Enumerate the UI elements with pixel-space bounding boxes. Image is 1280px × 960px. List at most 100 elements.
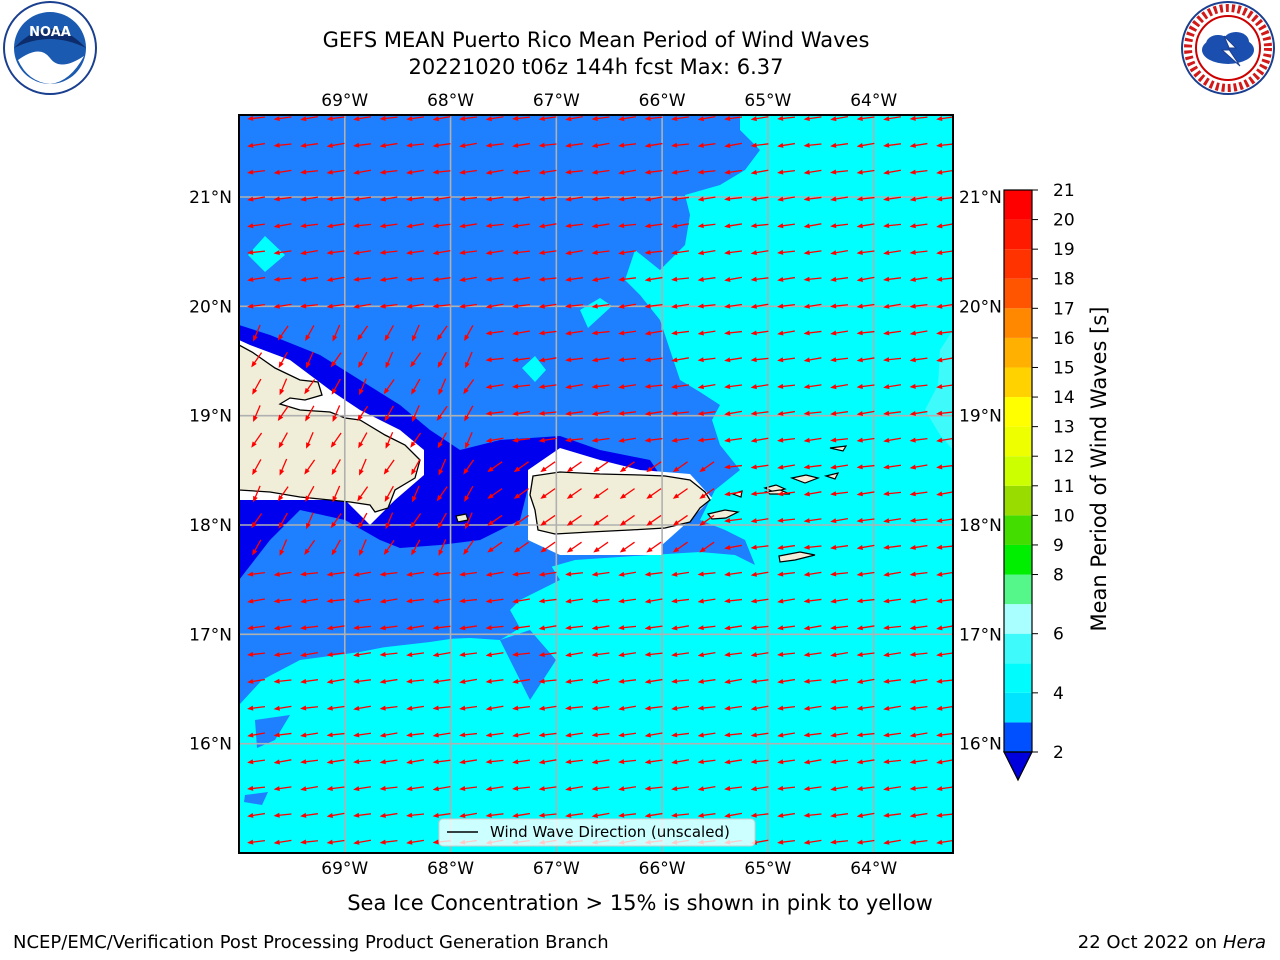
wind-arrow xyxy=(591,437,610,443)
wind-arrow xyxy=(697,115,716,122)
wind-arrow xyxy=(406,678,425,684)
wind-arrow xyxy=(485,571,504,577)
wind-arrow xyxy=(777,357,796,363)
wind-arrow xyxy=(724,169,743,175)
wind-arrow xyxy=(411,539,421,556)
wind-arrow xyxy=(697,142,716,148)
wind-arrow xyxy=(487,541,503,553)
colorbar-swatch xyxy=(1004,190,1032,220)
wind-arrow xyxy=(619,488,635,499)
wind-arrow xyxy=(406,598,425,604)
colorbar-swatch xyxy=(1004,515,1032,545)
wind-arrow xyxy=(591,169,610,175)
wind-arrow xyxy=(300,142,319,148)
colorbar-tick-label: 19 xyxy=(1053,240,1075,260)
wind-arrow xyxy=(803,437,822,443)
wind-arrow xyxy=(305,325,315,342)
wind-arrow xyxy=(830,517,848,524)
wind-arrow xyxy=(379,249,398,255)
wind-arrow xyxy=(856,812,875,818)
wind-arrow xyxy=(856,464,875,470)
wind-arrow xyxy=(936,250,953,256)
wind-arrow xyxy=(803,357,822,363)
wind-arrow xyxy=(803,223,822,229)
wind-arrow xyxy=(565,678,584,684)
wind-arrow xyxy=(512,759,531,765)
wind-arrow xyxy=(909,705,928,711)
wind-arrow xyxy=(724,812,742,818)
wind-arrow xyxy=(909,678,928,684)
wind-arrow xyxy=(485,678,504,684)
wind-arrow xyxy=(538,705,557,711)
wind-arrow xyxy=(671,625,689,631)
wind-arrow xyxy=(619,461,635,473)
lat-label-left: 18°N xyxy=(189,516,232,536)
wind-arrow xyxy=(803,732,822,738)
wind-arrow xyxy=(353,732,372,738)
wind-arrow xyxy=(538,330,557,336)
footer-branch: NCEP/EMC/Verification Post Processing Pr… xyxy=(13,932,609,953)
wind-arrow xyxy=(432,571,451,577)
wind-arrow xyxy=(909,383,928,389)
wind-arrow xyxy=(909,759,928,765)
wind-arrow xyxy=(750,544,769,550)
wind-arrow xyxy=(593,541,609,553)
wind-arrow xyxy=(332,324,341,342)
wind-arrow xyxy=(247,812,266,818)
wind-arrow xyxy=(936,437,953,443)
wind-arrow xyxy=(326,786,345,791)
wind-arrow xyxy=(358,512,368,529)
wind-arrow xyxy=(385,431,394,449)
wind-arrow xyxy=(750,571,769,577)
wind-arrow xyxy=(591,812,610,818)
wind-arrow xyxy=(936,786,953,792)
lon-label-bottom: 67°W xyxy=(533,859,580,879)
lat-label-right: 21°N xyxy=(959,188,1002,208)
wind-arrow xyxy=(909,464,928,470)
wind-arrow xyxy=(565,276,584,282)
wind-arrow xyxy=(697,169,716,175)
wind-arrow xyxy=(513,488,529,499)
land-islet-4 xyxy=(789,474,820,484)
wind-arrow xyxy=(485,410,504,416)
land-hispaniola xyxy=(239,344,421,513)
wind-arrow xyxy=(803,598,822,604)
blue-patch-2 xyxy=(244,792,268,805)
wind-arrow xyxy=(358,351,368,368)
wind-arrow xyxy=(512,678,531,684)
wind-arrow xyxy=(936,384,953,390)
wind-arrow xyxy=(936,812,953,818)
chart-subtitle: 20221020 t06z 144h fcst Max: 6.37 xyxy=(408,55,784,79)
wind-arrow xyxy=(644,223,663,229)
wind-arrow xyxy=(671,250,690,256)
wind-arrow xyxy=(436,325,448,341)
land-puerto-rico xyxy=(529,471,711,535)
colorbar-frame xyxy=(1003,189,1033,753)
wind-arrow xyxy=(671,223,689,229)
wind-arrow xyxy=(432,705,451,711)
wind-arrow xyxy=(384,405,394,422)
wind-arrow xyxy=(411,378,421,395)
wind-arrow xyxy=(777,330,795,336)
wind-arrow xyxy=(538,384,557,390)
wind-arrow xyxy=(777,812,796,818)
footer-date: 22 Oct 2022 on Hera xyxy=(1078,932,1266,953)
wind-arrow xyxy=(277,486,289,502)
wind-arrow xyxy=(646,514,662,526)
wind-arrow xyxy=(253,324,261,342)
wind-arrow xyxy=(750,410,769,416)
wind-arrow xyxy=(856,116,875,121)
wind-arrow xyxy=(406,303,425,309)
wind-arrow xyxy=(646,541,662,553)
wind-arrow xyxy=(803,330,822,336)
wind-arrow xyxy=(459,169,478,175)
wind-arrow xyxy=(304,379,316,395)
wind-arrow xyxy=(750,196,769,202)
wind-arrow xyxy=(803,759,822,765)
wind-arrow xyxy=(279,539,288,557)
wind-arrow xyxy=(538,357,557,363)
wind-arrow xyxy=(671,196,690,202)
wind-arrow xyxy=(883,116,902,122)
wind-arrow xyxy=(538,250,557,256)
wind-arrow xyxy=(459,250,478,255)
